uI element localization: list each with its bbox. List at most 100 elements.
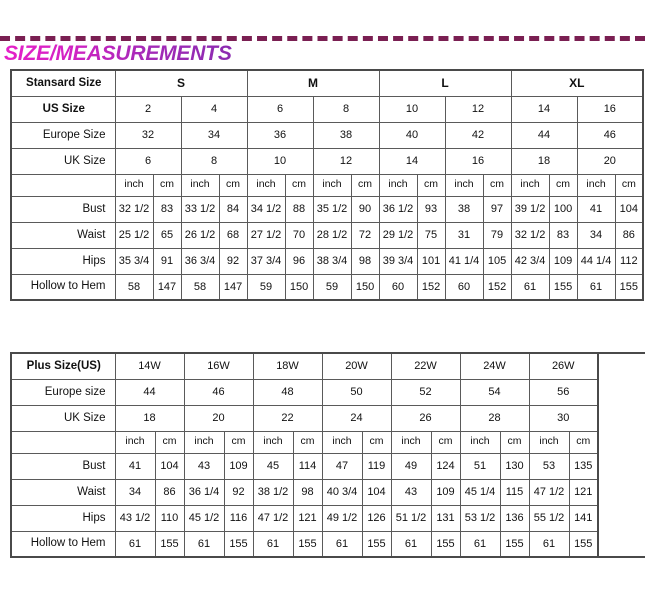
cell-bust-0: 32 1/2 [114, 195, 154, 223]
plus-unit-cell-8: inch [390, 430, 432, 454]
plus-table-row-units: inch cm inch cm inch cm inch cm inch cm … [10, 430, 645, 454]
plus-cell-hollow-11: 155 [499, 530, 530, 558]
cell-hips-4: 37 3/4 [246, 247, 286, 275]
plus-cell-bust-2: 43 [183, 452, 225, 480]
cell-us-size-3: 8 [312, 95, 380, 123]
plus-cell-bust-10: 51 [459, 452, 501, 480]
cell-europe-size-7: 46 [576, 121, 644, 149]
plus-cell-hips-2: 45 1/2 [183, 504, 225, 532]
standard-group-m: M [246, 69, 380, 97]
cell-uk-size-4: 14 [378, 147, 446, 175]
cell-bust-14: 41 [576, 195, 616, 223]
cell-bust-2: 33 1/2 [180, 195, 220, 223]
plus-cell-europe-6: 56 [528, 378, 599, 406]
cell-hollow-11: 152 [482, 273, 512, 301]
row-label-europe-size: Europe Size [10, 121, 116, 149]
plus-cell-hollow-1: 155 [154, 530, 185, 558]
cell-bust-12: 39 1/2 [510, 195, 550, 223]
plus-row-label-bust: Bust [10, 452, 116, 480]
unit-cell-3: cm [218, 173, 248, 197]
plus-cell-waist-11: 115 [499, 478, 530, 506]
table-row-units: inch cm inch cm inch cm inch cm inch cm … [10, 173, 644, 197]
plus-cell-bust-11: 130 [499, 452, 530, 480]
cell-hips-13: 109 [548, 247, 578, 275]
plus-row-label-waist: Waist [10, 478, 116, 506]
plus-cell-waist-12: 47 1/2 [528, 478, 570, 506]
cell-waist-1: 65 [152, 221, 182, 249]
plus-cell-europe-3: 50 [321, 378, 392, 406]
plus-unit-cell-3: cm [223, 430, 254, 454]
plus-cell-waist-9: 109 [430, 478, 461, 506]
cell-bust-3: 84 [218, 195, 248, 223]
cell-us-size-6: 14 [510, 95, 578, 123]
plus-size-col-6: 26W [528, 352, 599, 380]
cell-hips-5: 96 [284, 247, 314, 275]
cell-waist-3: 68 [218, 221, 248, 249]
cell-bust-1: 83 [152, 195, 182, 223]
unit-row-empty-label [10, 173, 116, 197]
cell-hollow-8: 60 [378, 273, 418, 301]
plus-unit-cell-5: cm [292, 430, 323, 454]
cell-waist-2: 26 1/2 [180, 221, 220, 249]
table-row-europe-size: Europe Size 32 34 36 38 40 42 44 46 [10, 121, 644, 149]
plus-cell-bust-9: 124 [430, 452, 461, 480]
cell-hips-0: 35 3/4 [114, 247, 154, 275]
cell-uk-size-3: 12 [312, 147, 380, 175]
plus-cell-hips-5: 121 [292, 504, 323, 532]
plus-cell-waist-0: 34 [114, 478, 156, 506]
plus-cell-hollow-6: 61 [321, 530, 363, 558]
cell-us-size-0: 2 [114, 95, 182, 123]
row-label-hollow-to-hem: Hollow to Hem [10, 273, 116, 301]
plus-cell-bust-1: 104 [154, 452, 185, 480]
plus-cell-uk-3: 24 [321, 404, 392, 432]
plus-cell-bust-5: 114 [292, 452, 323, 480]
plus-size-table: Plus Size(US) 14W 16W 18W 20W 22W 24W 26… [10, 352, 645, 558]
cell-bust-7: 90 [350, 195, 380, 223]
cell-hollow-15: 155 [614, 273, 644, 301]
cell-us-size-4: 10 [378, 95, 446, 123]
cell-europe-size-5: 42 [444, 121, 512, 149]
page-title: SIZE/MEASUREMENTS [4, 42, 232, 65]
cell-uk-size-1: 8 [180, 147, 248, 175]
cell-bust-8: 36 1/2 [378, 195, 418, 223]
cell-europe-size-6: 44 [510, 121, 578, 149]
cell-uk-size-2: 10 [246, 147, 314, 175]
plus-row-label-uk-size: UK Size [10, 404, 116, 432]
cell-hips-14: 44 1/4 [576, 247, 616, 275]
plus-table-row-header: Plus Size(US) 14W 16W 18W 20W 22W 24W 26… [10, 352, 645, 558]
cell-uk-size-7: 20 [576, 147, 644, 175]
plus-table-row-bust: Bust 41 104 43 109 45 114 47 119 49 124 … [10, 452, 645, 480]
cell-hollow-4: 59 [246, 273, 286, 301]
unit-cell-10: inch [444, 173, 484, 197]
cell-hollow-12: 61 [510, 273, 550, 301]
cell-waist-4: 27 1/2 [246, 221, 286, 249]
plus-cell-uk-6: 30 [528, 404, 599, 432]
plus-cell-waist-7: 104 [361, 478, 392, 506]
plus-cell-waist-2: 36 1/4 [183, 478, 225, 506]
plus-cell-hollow-13: 155 [568, 530, 599, 558]
table-row-group-header: Stansard Size S M L XL [10, 69, 644, 97]
plus-unit-cell-4: inch [252, 430, 294, 454]
cell-europe-size-4: 40 [378, 121, 446, 149]
table-row-bust: Bust 32 1/2 83 33 1/2 84 34 1/2 88 35 1/… [10, 195, 644, 223]
cell-waist-10: 31 [444, 221, 484, 249]
plus-cell-waist-6: 40 3/4 [321, 478, 363, 506]
plus-unit-cell-12: inch [528, 430, 570, 454]
row-label-bust: Bust [10, 195, 116, 223]
plus-cell-bust-8: 49 [390, 452, 432, 480]
cell-europe-size-0: 32 [114, 121, 182, 149]
cell-bust-4: 34 1/2 [246, 195, 286, 223]
cell-hollow-14: 61 [576, 273, 616, 301]
cell-bust-5: 88 [284, 195, 314, 223]
cell-hips-15: 112 [614, 247, 644, 275]
cell-europe-size-3: 38 [312, 121, 380, 149]
cell-us-size-1: 4 [180, 95, 248, 123]
cell-waist-5: 70 [284, 221, 314, 249]
plus-cell-hips-12: 55 1/2 [528, 504, 570, 532]
plus-table-row-europe-size: Europe size 44 46 48 50 52 54 56 [10, 378, 645, 406]
cell-hollow-1: 147 [152, 273, 182, 301]
standard-corner-label: Stansard Size [10, 69, 116, 97]
cell-hollow-7: 150 [350, 273, 380, 301]
plus-unit-cell-11: cm [499, 430, 530, 454]
unit-cell-2: inch [180, 173, 220, 197]
